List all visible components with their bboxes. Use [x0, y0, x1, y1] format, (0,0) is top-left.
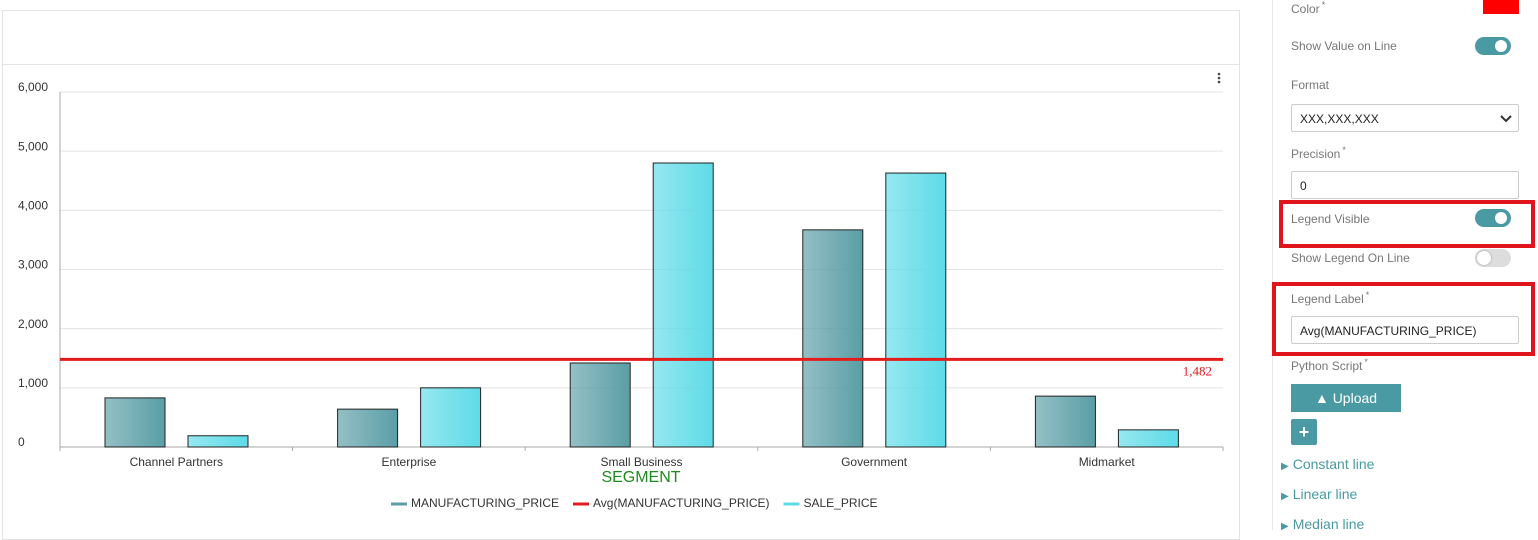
- button-text: Upload: [1332, 390, 1378, 406]
- field-label: Legend Visible: [1291, 212, 1370, 226]
- label-text: Python Script: [1291, 359, 1363, 373]
- legend-label: Avg(MANUFACTURING_PRICE): [593, 496, 769, 510]
- x-axis-title: SEGMENT: [601, 469, 680, 486]
- collapsible-section[interactable]: ▶ Constant line: [1281, 456, 1375, 472]
- bar: [802, 229, 864, 448]
- text-input[interactable]: 0: [1291, 171, 1519, 199]
- bar: [885, 172, 947, 448]
- section-title: Linear line: [1292, 486, 1358, 502]
- upload-button[interactable]: ▲ Upload: [1291, 384, 1401, 412]
- legend-label: SALE_PRICE: [803, 496, 877, 510]
- section-title: Median line: [1292, 516, 1365, 532]
- text-input[interactable]: Avg(MANUFACTURING_PRICE): [1291, 316, 1519, 344]
- highlight-box: [1272, 282, 1535, 356]
- y-tick-label: 0: [18, 435, 25, 449]
- collapsible-section[interactable]: ▶ Linear line: [1281, 486, 1358, 502]
- toggle[interactable]: [1475, 37, 1511, 55]
- required-mark: *: [1342, 145, 1346, 155]
- x-tick-label: Midmarket: [1079, 455, 1136, 469]
- bar: [337, 408, 399, 448]
- bar: [652, 162, 714, 448]
- x-tick-label: Channel Partners: [130, 455, 223, 469]
- card-header: [3, 11, 1239, 65]
- toggle[interactable]: [1475, 249, 1511, 267]
- field-label: Show Legend On Line: [1291, 251, 1410, 265]
- field-label: Format: [1291, 78, 1330, 92]
- color-swatch[interactable]: [1483, 0, 1519, 14]
- y-tick-label: 1,000: [18, 376, 48, 390]
- toggle[interactable]: [1475, 209, 1511, 227]
- y-tick-label: 4,000: [18, 199, 48, 213]
- y-tick-label: 6,000: [18, 80, 48, 94]
- collapsible-section[interactable]: ▶ Median line: [1281, 516, 1365, 532]
- field-label: Show Value on Line: [1291, 39, 1397, 53]
- menu-icon[interactable]: [1217, 72, 1221, 84]
- x-tick-label: Enterprise: [382, 455, 437, 469]
- bar: [420, 387, 482, 448]
- field-label: Python Script *: [1291, 357, 1368, 373]
- field-label: Precision *: [1291, 145, 1346, 161]
- field-label: Legend Label *: [1291, 290, 1369, 306]
- required-mark: *: [1365, 290, 1370, 300]
- section-title: Constant line: [1292, 456, 1375, 472]
- bar: [187, 435, 249, 448]
- legend-label: MANUFACTURING_PRICE: [411, 496, 559, 510]
- label-text: Legend Label: [1291, 292, 1364, 306]
- required-mark: *: [1321, 0, 1326, 10]
- x-tick-label: Small Business: [600, 455, 682, 469]
- x-tick-label: Government: [841, 455, 908, 469]
- field-label: Color *: [1291, 0, 1325, 16]
- required-mark: *: [1364, 357, 1368, 367]
- y-tick-label: 2,000: [18, 317, 48, 331]
- bar: [569, 362, 631, 448]
- label-text: Color: [1291, 2, 1320, 16]
- y-tick-label: 5,000: [18, 139, 48, 153]
- y-tick-label: 3,000: [18, 258, 48, 272]
- bar: [104, 397, 166, 448]
- select-value: XXX,XXX,XXX: [1300, 112, 1379, 126]
- highlight-box: [1279, 200, 1535, 248]
- chevron: [1500, 115, 1512, 123]
- chart: SEGMENT 0 1,000 2,000 3,000 4,000 5,000 6,000 C…: [18, 72, 1224, 510]
- average-label: 1,482: [1183, 363, 1212, 378]
- add-button[interactable]: +: [1291, 419, 1317, 445]
- settings-panel: Color * Show Value on Line Format XXX,XXX…: [1272, 0, 1538, 532]
- label-text: Precision: [1291, 147, 1341, 161]
- bar: [1117, 429, 1179, 448]
- select[interactable]: XXX,XXX,XXX: [1291, 104, 1519, 132]
- bar: [1034, 395, 1096, 448]
